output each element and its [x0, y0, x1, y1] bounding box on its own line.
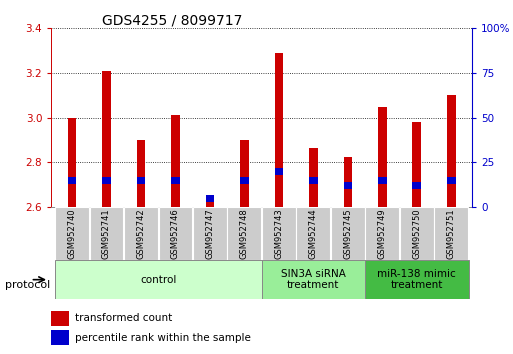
Bar [193, 207, 227, 260]
Text: GSM952751: GSM952751 [447, 208, 456, 259]
Bar [102, 177, 111, 184]
Text: GSM952744: GSM952744 [309, 208, 318, 259]
Text: percentile rank within the sample: percentile rank within the sample [75, 332, 251, 343]
Bar [51, 311, 69, 326]
Bar [68, 118, 76, 207]
Text: GSM952743: GSM952743 [274, 208, 283, 259]
Bar [309, 148, 318, 207]
Text: GSM952747: GSM952747 [205, 208, 214, 259]
Text: GSM952742: GSM952742 [136, 208, 146, 259]
Bar [331, 207, 365, 260]
Bar [102, 71, 111, 207]
Text: GSM952740: GSM952740 [68, 208, 76, 259]
Text: transformed count: transformed count [75, 313, 172, 323]
Text: GSM952745: GSM952745 [343, 208, 352, 259]
Bar [227, 207, 261, 260]
Bar [136, 140, 145, 207]
Bar [159, 207, 192, 260]
Bar [262, 207, 296, 260]
Text: control: control [140, 275, 176, 285]
Bar [297, 207, 330, 260]
Bar [400, 207, 433, 260]
Bar [55, 260, 262, 299]
Bar [447, 177, 456, 184]
Text: SIN3A siRNA
treatment: SIN3A siRNA treatment [281, 269, 346, 291]
Text: GDS4255 / 8099717: GDS4255 / 8099717 [102, 13, 242, 27]
Text: GSM952741: GSM952741 [102, 208, 111, 259]
Bar [90, 207, 123, 260]
Bar [344, 182, 352, 189]
Bar [55, 207, 89, 260]
Bar [240, 140, 249, 207]
Bar [274, 53, 283, 207]
Bar [51, 330, 69, 345]
Bar [68, 177, 76, 184]
Text: protocol: protocol [5, 280, 50, 290]
Bar [274, 168, 283, 175]
Bar [240, 177, 249, 184]
Text: GSM952746: GSM952746 [171, 208, 180, 259]
Bar [206, 200, 214, 207]
Bar [435, 207, 468, 260]
Bar [171, 177, 180, 184]
Text: GSM952748: GSM952748 [240, 208, 249, 259]
Bar [447, 95, 456, 207]
Bar [365, 207, 399, 260]
Bar [262, 260, 365, 299]
Bar [412, 122, 421, 207]
Bar [124, 207, 158, 260]
Bar [206, 195, 214, 202]
Bar [378, 107, 387, 207]
Bar [412, 182, 421, 189]
Bar [136, 177, 145, 184]
Text: miR-138 mimic
treatment: miR-138 mimic treatment [378, 269, 456, 291]
Bar [344, 157, 352, 207]
Text: GSM952749: GSM952749 [378, 208, 387, 259]
Bar [365, 260, 468, 299]
Bar [309, 177, 318, 184]
Bar [171, 115, 180, 207]
Text: GSM952750: GSM952750 [412, 208, 421, 259]
Bar [378, 177, 387, 184]
